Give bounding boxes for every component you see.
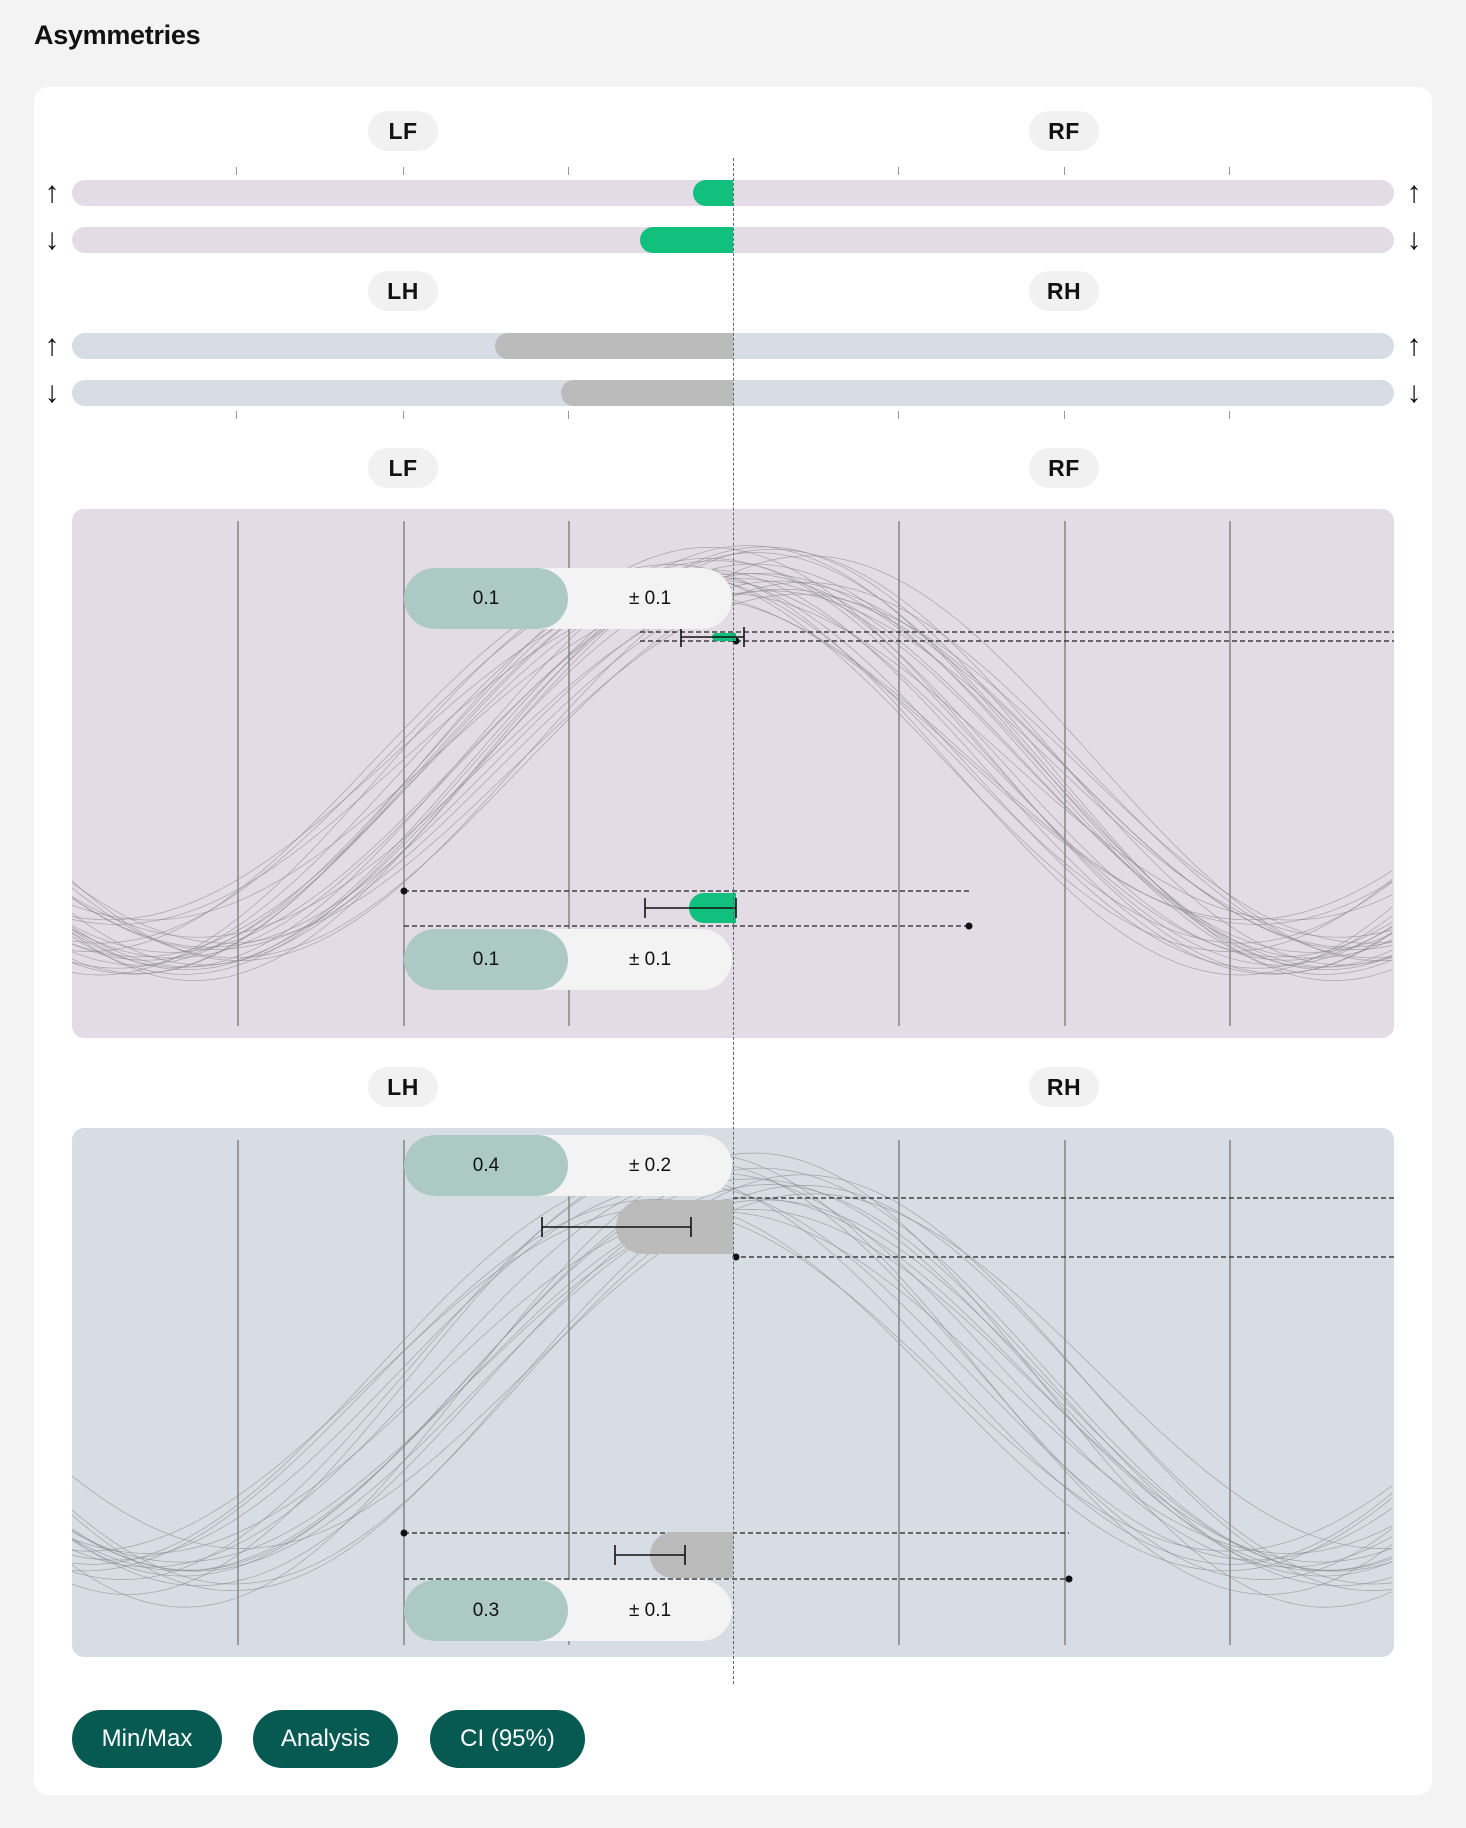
label-rf: RF <box>1029 111 1099 151</box>
up-arrow-icon: ↑ <box>1406 329 1422 362</box>
tick <box>236 411 237 419</box>
stat-error: ± 0.1 <box>628 1599 672 1621</box>
gait-trace <box>72 572 1393 944</box>
label-rf: RF <box>1029 448 1099 488</box>
gait-trace <box>72 573 1393 968</box>
gait-trace <box>72 1199 1393 1572</box>
tick <box>568 167 569 175</box>
front-wave-chart <box>72 521 1394 1026</box>
tick <box>236 167 237 175</box>
gait-trace <box>72 555 1393 961</box>
label-lf: LF <box>368 448 438 488</box>
gait-trace <box>72 572 1393 969</box>
extreme-point <box>1065 1575 1073 1583</box>
stat-error: ± 0.2 <box>628 1154 672 1176</box>
up-arrow-icon: ↑ <box>44 176 60 209</box>
up-arrow-icon: ↑ <box>44 329 60 362</box>
front-top-stat: 0.1 ± 0.1 <box>404 568 732 629</box>
ci-toggle-button[interactable]: CI (95%) <box>430 1710 585 1768</box>
hind-bottom-stat: 0.3 ± 0.1 <box>404 1580 732 1641</box>
down-arrow-icon: ↓ <box>1406 376 1422 409</box>
gait-trace <box>72 1173 1393 1568</box>
minmax-toggle-button[interactable]: Min/Max <box>72 1710 222 1768</box>
gait-trace <box>72 1178 1393 1577</box>
gait-trace <box>72 590 1393 938</box>
label-rh: RH <box>1029 271 1099 311</box>
gait-trace <box>72 560 1393 961</box>
stat-value: 0.1 <box>404 929 568 990</box>
gait-trace <box>72 1174 1393 1591</box>
up-arrow-icon: ↑ <box>1406 176 1422 209</box>
hind-up-bar <box>495 333 733 359</box>
extreme-point <box>965 922 973 930</box>
down-arrow-icon: ↓ <box>1406 223 1422 256</box>
gait-trace <box>72 1160 1393 1580</box>
gait-trace <box>72 564 1393 976</box>
extreme-point <box>400 1529 408 1537</box>
label-lf: LF <box>368 111 438 151</box>
tick <box>1064 411 1065 419</box>
stat-value: 0.3 <box>404 1580 568 1641</box>
gait-trace <box>72 546 1393 981</box>
tick <box>898 167 899 175</box>
label-rh: RH <box>1029 1067 1099 1107</box>
gait-trace <box>72 1199 1393 1572</box>
asymmetry-bar <box>650 1532 733 1578</box>
hind-top-stat: 0.4 ± 0.2 <box>404 1135 732 1196</box>
gait-trace <box>72 1208 1393 1563</box>
front-down-bar <box>640 227 733 253</box>
tick <box>568 411 569 419</box>
gait-trace <box>72 552 1393 971</box>
tick <box>898 411 899 419</box>
tick <box>1064 167 1065 175</box>
gait-trace <box>72 568 1393 975</box>
down-arrow-icon: ↓ <box>44 223 60 256</box>
tick <box>403 411 404 419</box>
front-up-bar <box>693 180 733 206</box>
gait-trace <box>72 557 1393 966</box>
gait-trace <box>72 568 1393 952</box>
gait-trace <box>72 1183 1393 1561</box>
gait-trace <box>72 596 1393 925</box>
label-lh: LH <box>368 271 438 311</box>
hind-wave-chart <box>72 1140 1394 1645</box>
front-bottom-stat: 0.1 ± 0.1 <box>404 929 732 990</box>
gait-trace <box>72 545 1393 968</box>
stat-error: ± 0.1 <box>628 587 672 609</box>
gait-trace <box>72 579 1393 958</box>
gait-trace <box>72 581 1393 959</box>
gait-trace <box>72 592 1393 921</box>
tick <box>1229 411 1230 419</box>
down-arrow-icon: ↓ <box>44 376 60 409</box>
page-title: Asymmetries <box>34 20 201 50</box>
center-reference-line <box>733 158 734 1684</box>
gait-trace <box>72 1207 1393 1552</box>
extreme-point <box>732 1253 740 1261</box>
label-lh: LH <box>368 1067 438 1107</box>
analysis-toggle-button[interactable]: Analysis <box>253 1710 398 1768</box>
hind-down-bar <box>561 380 733 406</box>
gait-trace <box>72 580 1393 948</box>
tick <box>403 167 404 175</box>
stat-error: ± 0.1 <box>628 948 672 970</box>
extreme-point <box>400 887 408 895</box>
gait-trace <box>72 592 1393 921</box>
tick <box>1229 167 1230 175</box>
stat-value: 0.4 <box>404 1135 568 1196</box>
gait-trace <box>72 1167 1393 1571</box>
gait-trace <box>72 1211 1393 1554</box>
stat-value: 0.1 <box>404 568 568 629</box>
gait-trace <box>72 593 1393 944</box>
gait-trace <box>72 563 1393 975</box>
gait-trace <box>72 1152 1393 1608</box>
